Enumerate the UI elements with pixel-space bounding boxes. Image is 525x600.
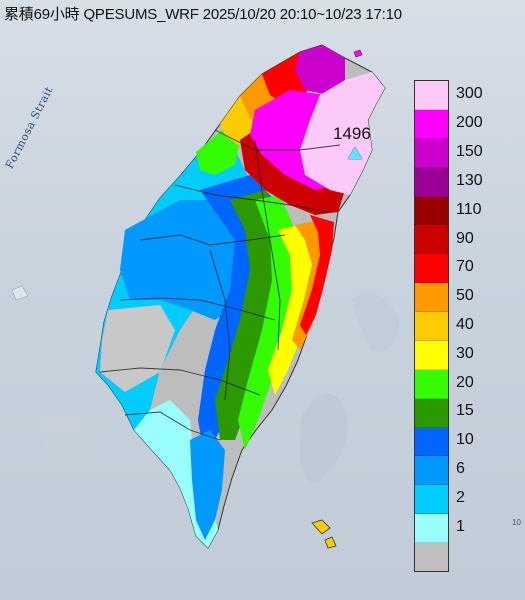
legend-label: 10 (456, 431, 474, 449)
northern-islet (353, 49, 363, 58)
legend-swatch (415, 456, 448, 486)
zone-pink-peak (300, 72, 385, 195)
legend-label: 200 (456, 114, 483, 132)
legend-swatch (415, 340, 448, 370)
zone-green (238, 195, 295, 450)
legend-colorbar (414, 80, 449, 572)
legend-swatch (415, 543, 448, 571)
legend-label: 50 (456, 287, 474, 305)
legend-swatch (415, 283, 448, 312)
zone-green-west (196, 128, 240, 175)
zone-red-east (300, 215, 334, 335)
legend-swatch (415, 369, 448, 399)
legend-swatch (415, 254, 448, 284)
legend-swatch (415, 196, 448, 226)
peak-station-marker (348, 147, 362, 159)
legend-label: 150 (456, 143, 483, 161)
legend-label: 300 (456, 85, 483, 103)
legend-label: 2 (456, 488, 465, 506)
legend-label: 30 (456, 344, 474, 362)
zone-dark-green (215, 190, 288, 440)
legend-swatch (415, 225, 448, 255)
legend-swatch (415, 167, 448, 197)
map-title: 累積69小時 QPESUMS_WRF 2025/10/20 20:10~10/2… (4, 6, 402, 23)
zone-south-blue (190, 430, 225, 540)
peak-rainfall-value: 1496 (333, 124, 371, 143)
corner-label: 10 (512, 518, 521, 527)
legend-label: 70 (456, 258, 474, 276)
legend-swatch (415, 398, 448, 428)
legend-label: 15 (456, 402, 474, 420)
legend-swatch (415, 485, 448, 515)
legend-label: 20 (456, 373, 474, 391)
legend-swatch (415, 81, 448, 110)
legend-label: 6 (456, 460, 465, 478)
legend-swatch (415, 138, 448, 168)
county-boundaries (99, 129, 341, 441)
legend-label: 110 (456, 200, 482, 218)
orchid-island (324, 536, 337, 549)
penghu-islet (11, 285, 29, 301)
legend-labels: 300 200 150 130 110 90 70 50 40 30 20 15 10 6 2 1 (456, 80, 516, 570)
legend-swatch (415, 514, 448, 543)
zone-purple (295, 45, 345, 95)
legend-label: 40 (456, 316, 474, 333)
legend-swatch (415, 109, 448, 139)
legend-label: 1 (456, 517, 465, 535)
zone-yellow (268, 225, 312, 395)
legend-swatch (415, 312, 448, 341)
green-island (311, 519, 331, 535)
legend-label: 90 (456, 229, 474, 247)
legend-label: 130 (456, 171, 483, 189)
legend-swatch (415, 427, 448, 457)
zone-blue (120, 200, 260, 320)
sea-texture (40, 293, 400, 483)
